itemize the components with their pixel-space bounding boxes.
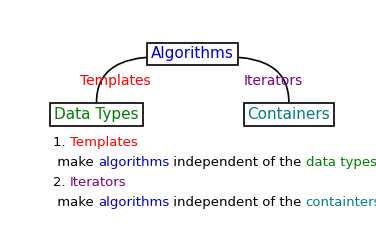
Text: data types: data types xyxy=(306,156,376,169)
Text: Algorithms: Algorithms xyxy=(151,46,234,61)
Text: algorithms: algorithms xyxy=(98,196,169,208)
Text: make: make xyxy=(53,156,98,169)
Text: make: make xyxy=(53,196,98,208)
Text: Templates: Templates xyxy=(70,136,138,149)
Text: Templates: Templates xyxy=(80,74,151,88)
Text: containters: containters xyxy=(306,196,376,208)
Text: Iterators: Iterators xyxy=(243,74,302,88)
Text: Iterators: Iterators xyxy=(70,176,126,189)
Text: 1.: 1. xyxy=(53,136,70,149)
Text: Containers: Containers xyxy=(247,107,330,122)
Text: independent of the: independent of the xyxy=(169,196,306,208)
Text: independent of the: independent of the xyxy=(169,156,306,169)
Text: Data Types: Data Types xyxy=(54,107,139,122)
Text: 2.: 2. xyxy=(53,176,70,189)
Text: algorithms: algorithms xyxy=(98,156,169,169)
